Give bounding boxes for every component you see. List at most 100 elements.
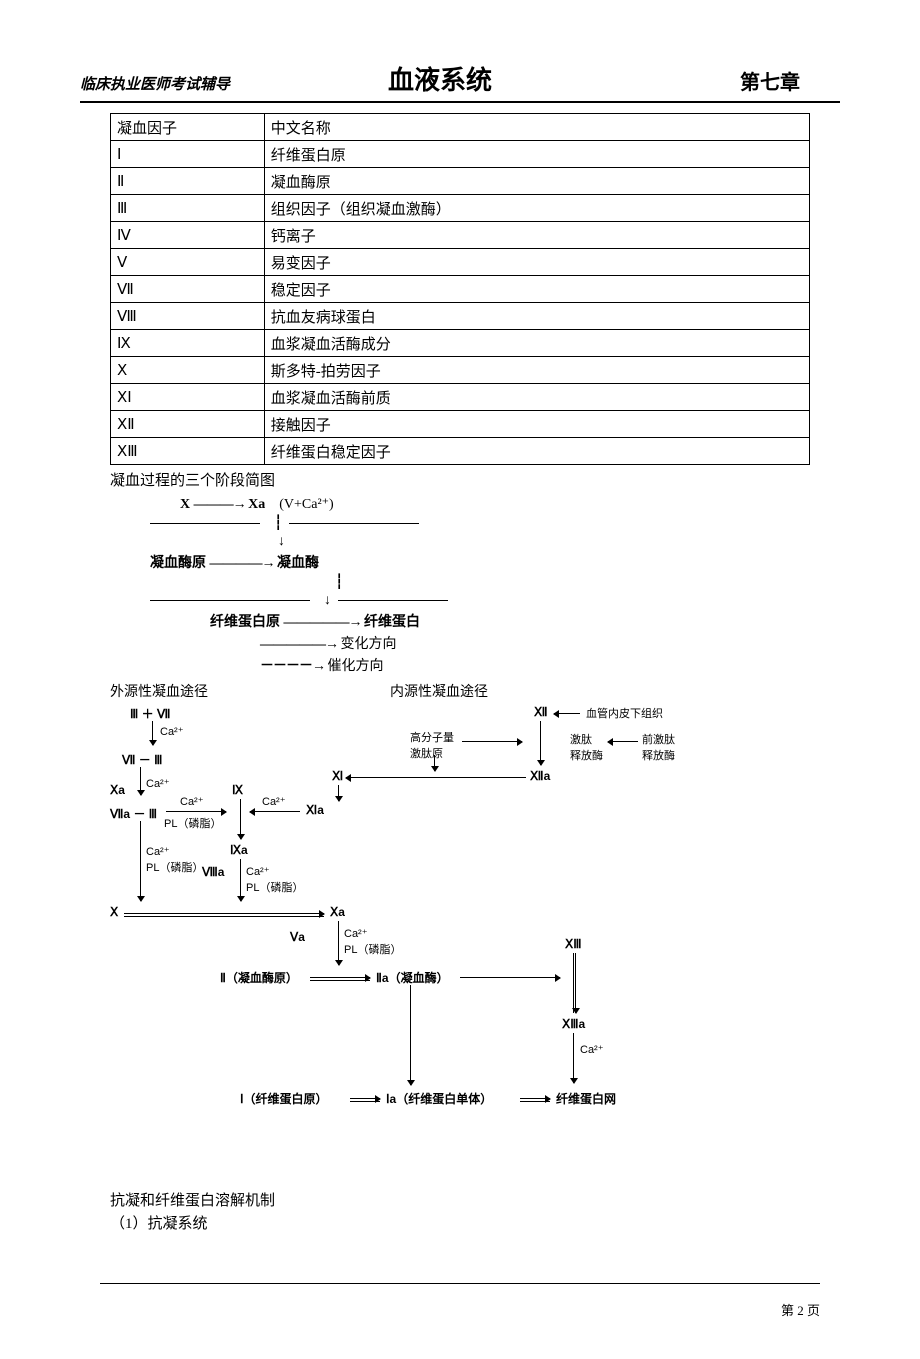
arrow-icon	[124, 913, 324, 917]
three-stage-diagram: X ———→ Xa (V+Ca²⁺) ┆ ↓ 凝血酶原 ————→ 凝血酶 ┆ …	[150, 496, 810, 675]
d2-ca7: Ca²⁺	[344, 927, 368, 940]
d2-ix: Ⅸ	[232, 783, 243, 797]
header-right: 第七章	[560, 66, 840, 95]
d1-legend-catalyze: 催化方向	[328, 659, 384, 674]
table-row: Ⅸ血浆凝血活酶成分	[111, 330, 810, 357]
arrow-icon	[410, 985, 411, 1085]
table-row: ⅩⅠ血浆凝血活酶前质	[111, 384, 810, 411]
d2-xiiia: ⅩⅢa	[562, 1017, 585, 1031]
arrow-icon: －－－－→	[260, 659, 328, 674]
d2-pl4: PL（磷脂）	[344, 941, 401, 957]
d2-ca1: Ca²⁺	[160, 725, 184, 738]
table-row: Ⅳ钙离子	[111, 222, 810, 249]
d1-thrombin: 凝血酶	[277, 556, 319, 571]
d2-viia-iii: Ⅶa － Ⅲ	[110, 805, 157, 822]
d1-legend-change: 变化方向	[341, 637, 397, 652]
arrow-icon	[540, 721, 541, 765]
th-name: 中文名称	[264, 114, 809, 141]
pathway-labels: 外源性凝血途径 内源性凝血途径	[110, 681, 810, 701]
arrow-icon	[608, 741, 638, 742]
diagram1-caption: 凝血过程的三个阶段简图	[110, 469, 810, 490]
d2-fibrin-net: 纤维蛋白网	[556, 1090, 616, 1107]
d1-fibrin: 纤维蛋白	[364, 615, 420, 630]
d2-xia: Ⅺa	[306, 803, 324, 817]
arrow-icon: —————→	[284, 615, 365, 630]
table-row: Ⅰ纤维蛋白原	[111, 141, 810, 168]
table-row: ⅩⅢ纤维蛋白稳定因子	[111, 438, 810, 465]
d2-hmwk: 高分子量 激肽原	[410, 729, 454, 761]
arrow-icon	[240, 799, 241, 839]
arrow-icon	[462, 741, 522, 742]
arrow-icon: —————→	[260, 637, 341, 652]
arrow-icon	[434, 755, 435, 771]
coagulation-factors-table: 凝血因子 中文名称 Ⅰ纤维蛋白原 Ⅱ凝血酶原 Ⅲ组织因子（组织凝血激酶） Ⅳ钙离…	[110, 113, 810, 465]
header-center: 血液系统	[320, 60, 560, 97]
d2-vii-iii: Ⅶ － Ⅲ	[122, 751, 162, 768]
d2-xii: Ⅻ	[534, 705, 548, 719]
arrow-icon	[250, 811, 300, 812]
d2-iia: Ⅱa（凝血酶）	[376, 969, 449, 986]
d2-pl1: PL（磷脂）	[164, 815, 221, 831]
page-header: 临床执业医师考试辅导 血液系统 第七章	[80, 60, 840, 103]
table-header-row: 凝血因子 中文名称	[111, 114, 810, 141]
d1-fibrinogen: 纤维蛋白原	[210, 615, 280, 630]
d1-x: X	[180, 497, 190, 512]
arrow-icon	[310, 977, 370, 981]
table-row: Ⅴ易变因子	[111, 249, 810, 276]
arrow-icon	[140, 821, 141, 901]
table-row: ⅩⅡ接触因子	[111, 411, 810, 438]
intrinsic-label: 内源性凝血途径	[390, 681, 810, 701]
caption3: （1）抗凝系统	[110, 1212, 810, 1233]
d2-pl3: PL（磷脂）	[246, 879, 303, 895]
d2-xa: Ⅹa	[330, 905, 345, 919]
d1-prothrombin: 凝血酶原	[150, 556, 206, 571]
d2-ca6: Ca²⁺	[246, 865, 270, 878]
d2-xiii: ⅩⅢ	[565, 937, 582, 951]
d2-xa-top: Ⅹa	[110, 783, 125, 797]
arrow-icon	[140, 767, 141, 795]
d2-ia: Ⅰa（纤维蛋白单体）	[386, 1090, 492, 1107]
extrinsic-label: 外源性凝血途径	[110, 681, 390, 701]
d1-xa: Xa	[248, 497, 265, 512]
d2-iii-vii: Ⅲ ＋ Ⅶ	[130, 705, 170, 722]
arrow-icon	[573, 1033, 574, 1083]
table-row: Ⅱ凝血酶原	[111, 168, 810, 195]
d2-i-fib: Ⅰ（纤维蛋白原）	[240, 1090, 328, 1107]
arrow-icon	[338, 785, 339, 801]
arrow-icon	[346, 777, 526, 778]
d2-ca3: Ca²⁺	[180, 795, 204, 808]
arrow-icon	[520, 1098, 550, 1102]
d2-pl2: PL（磷脂）	[146, 859, 203, 875]
d2-ca2: Ca²⁺	[146, 777, 170, 790]
d2-x: Ⅹ	[110, 905, 118, 919]
d2-xi: Ⅺ	[332, 769, 343, 783]
d2-viiia: Ⅷa	[202, 865, 224, 879]
d2-va: Ⅴa	[290, 930, 305, 944]
arrow-icon	[166, 811, 226, 812]
th-factor: 凝血因子	[111, 114, 265, 141]
arrow-icon: ———→	[194, 497, 249, 512]
arrow-icon	[338, 921, 339, 965]
header-left: 临床执业医师考试辅导	[80, 73, 320, 94]
d2-ca4: Ca²⁺	[146, 845, 170, 858]
caption2: 抗凝和纤维蛋白溶解机制	[110, 1189, 810, 1210]
arrow-icon	[350, 1098, 380, 1102]
d2-subendo: 血管内皮下组织	[586, 705, 663, 721]
d2-prekallikrein: 前激肽 释放酶	[642, 731, 675, 763]
arrow-icon	[460, 977, 560, 978]
arrow-icon	[152, 721, 153, 745]
table-row: Ⅹ斯多特-拍劳因子	[111, 357, 810, 384]
table-row: Ⅶ稳定因子	[111, 276, 810, 303]
arrow-icon	[554, 713, 580, 714]
d2-ca8: Ca²⁺	[580, 1043, 604, 1056]
d2-kallikrein: 激肽 释放酶	[570, 731, 603, 763]
arrow-icon: ————→	[210, 556, 278, 571]
d2-ca5: Ca²⁺	[262, 795, 286, 808]
table-row: Ⅷ抗血友病球蛋白	[111, 303, 810, 330]
table-row: Ⅲ组织因子（组织凝血激酶）	[111, 195, 810, 222]
coagulation-cascade-diagram: Ⅲ ＋ Ⅶ Ca²⁺ Ⅶ － Ⅲ Ⅹa Ca²⁺ Ⅶa － Ⅲ Ca²⁺ PL（…	[110, 705, 730, 1185]
d2-ixa: Ⅸa	[230, 843, 248, 857]
d2-ii-pro: Ⅱ（凝血酶原）	[220, 969, 298, 986]
arrow-icon	[573, 953, 576, 1013]
d1-vca: (V+Ca²⁺)	[279, 497, 333, 512]
